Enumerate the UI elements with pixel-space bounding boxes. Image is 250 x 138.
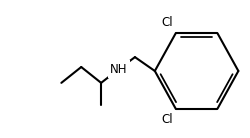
Text: Cl: Cl xyxy=(161,16,173,29)
Text: Cl: Cl xyxy=(161,113,173,126)
Text: NH: NH xyxy=(110,63,128,75)
